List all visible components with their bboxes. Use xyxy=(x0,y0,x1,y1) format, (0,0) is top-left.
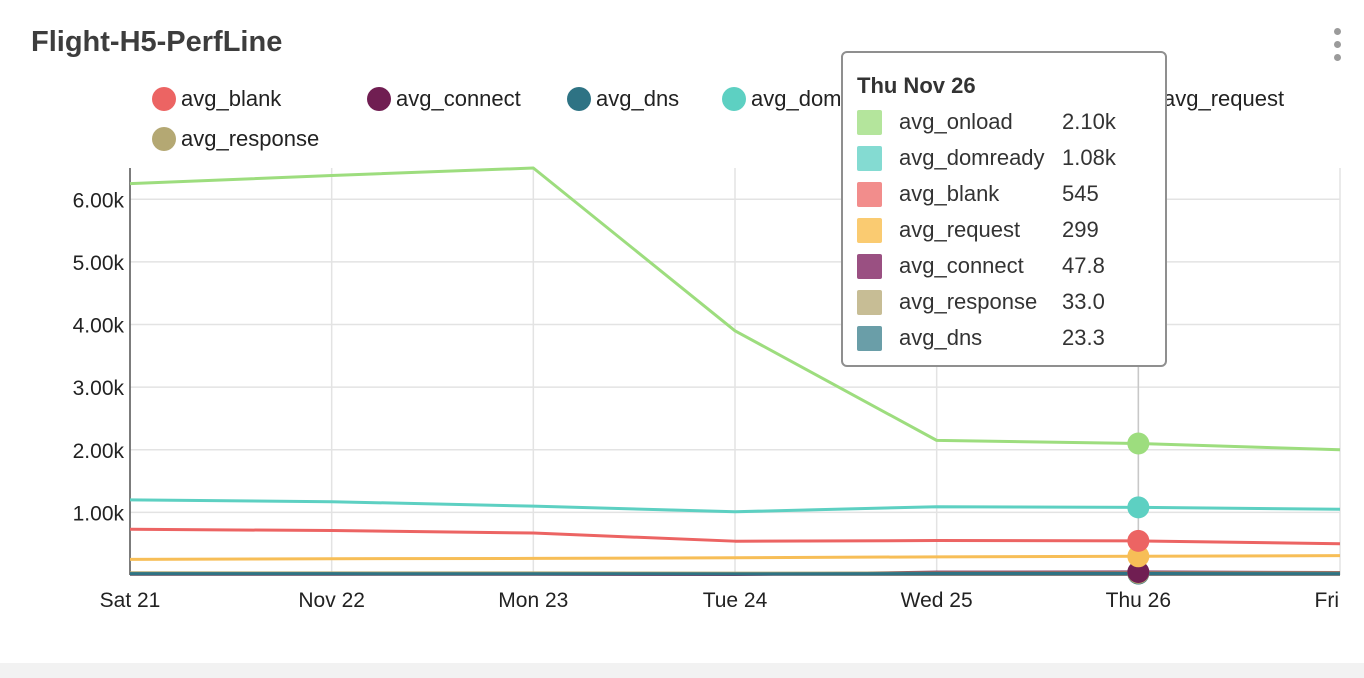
x-tick-label: Fri xyxy=(1315,589,1340,612)
tooltip-series-name: avg_onload xyxy=(899,109,1013,134)
tooltip-swatch xyxy=(857,217,882,243)
legend-label: avg_blank xyxy=(181,86,282,111)
x-tick-label: Mon 23 xyxy=(498,589,568,612)
legend-swatch xyxy=(367,87,391,111)
tooltip-series-value: 23.3 xyxy=(1062,325,1105,350)
y-tick-label: 6.00k xyxy=(73,189,125,212)
legend-item-avg-request[interactable]: avg_request xyxy=(1134,86,1284,112)
legend-swatch xyxy=(152,127,176,151)
legend-swatch xyxy=(567,87,591,111)
hover-point-avg-blank xyxy=(1127,529,1150,552)
tooltip-swatch xyxy=(857,289,882,315)
legend-label: avg_connect xyxy=(396,86,521,111)
tooltip-series-value: 299 xyxy=(1062,217,1099,242)
tooltip-series-name: avg_connect xyxy=(899,253,1024,278)
y-tick-label: 2.00k xyxy=(73,440,125,463)
legend-item-avg-response[interactable]: avg_response xyxy=(152,126,319,152)
legend-label: avg_request xyxy=(1163,86,1285,111)
legend-item-avg-blank[interactable]: avg_blank xyxy=(152,86,281,112)
tooltip-series-value: 2.10k xyxy=(1062,109,1116,134)
tooltip-row: avg_connect 47.8 xyxy=(857,253,1105,279)
hover-point-avg-domready xyxy=(1127,496,1150,519)
panel-title: Flight-H5-PerfLine xyxy=(31,26,283,58)
tooltip-series-name: avg_request xyxy=(899,217,1021,242)
x-tick-label: Wed 25 xyxy=(901,589,973,612)
x-tick-label: Tue 24 xyxy=(703,589,768,612)
kebab-menu-icon[interactable] xyxy=(1327,28,1349,62)
tooltip-series-name: avg_domready xyxy=(899,145,1045,170)
tooltip-row: avg_onload 2.10k xyxy=(857,109,1116,135)
line-chart[interactable]: 1.00k 2.00k 3.00k 4.00k 5.00k 6.00k Sat 21 Nov … xyxy=(0,0,1364,640)
tooltip-row: avg_dns 23.3 xyxy=(857,325,1105,351)
tooltip-series-value: 33.0 xyxy=(1062,289,1105,314)
tooltip-title: Thu Nov 26 xyxy=(857,73,976,98)
tooltip-swatch xyxy=(857,253,882,279)
y-tick-label: 1.00k xyxy=(73,502,125,525)
tooltip-series-value: 47.8 xyxy=(1062,253,1105,278)
tooltip-row: avg_domready 1.08k xyxy=(857,145,1116,171)
tooltip-row: avg_request 299 xyxy=(857,217,1099,243)
x-tick-label: Sat 21 xyxy=(100,589,161,612)
tooltip-series-value: 545 xyxy=(1062,181,1099,206)
tooltip-row: avg_blank 545 xyxy=(857,181,1099,207)
hover-point-avg-connect xyxy=(1127,561,1150,584)
tooltip-swatch xyxy=(857,109,882,135)
hover-point-avg-onload xyxy=(1127,432,1150,455)
legend-swatch xyxy=(152,87,176,111)
tooltip-series-name: avg_response xyxy=(899,289,1038,314)
legend-label: avg_response xyxy=(181,126,320,151)
legend-item-avg-dns[interactable]: avg_dns xyxy=(567,86,679,112)
footer-bar xyxy=(0,663,1364,678)
tooltip-row: avg_response 33.0 xyxy=(857,289,1105,315)
y-tick-label: 3.00k xyxy=(73,377,125,400)
tooltip-swatch xyxy=(857,181,882,207)
legend-item-avg-connect[interactable]: avg_connect xyxy=(367,86,521,112)
tooltip-series-name: avg_dns xyxy=(899,325,983,350)
tooltip-series-name: avg_blank xyxy=(899,181,1000,206)
tooltip-series-value: 1.08k xyxy=(1062,145,1116,170)
tooltip-swatch xyxy=(857,325,882,351)
tooltip-swatch xyxy=(857,145,882,171)
x-tick-label: Thu 26 xyxy=(1106,589,1171,612)
hover-point-avg-request xyxy=(1127,545,1150,568)
legend-swatch xyxy=(722,87,746,111)
legend-label: avg_dns xyxy=(596,86,680,111)
y-tick-label: 4.00k xyxy=(73,315,125,338)
hover-tooltip: Thu Nov 26 avg_onload 2.10k avg_domready… xyxy=(841,51,1167,367)
y-tick-label: 5.00k xyxy=(73,252,125,275)
x-tick-label: Nov 22 xyxy=(298,589,365,612)
